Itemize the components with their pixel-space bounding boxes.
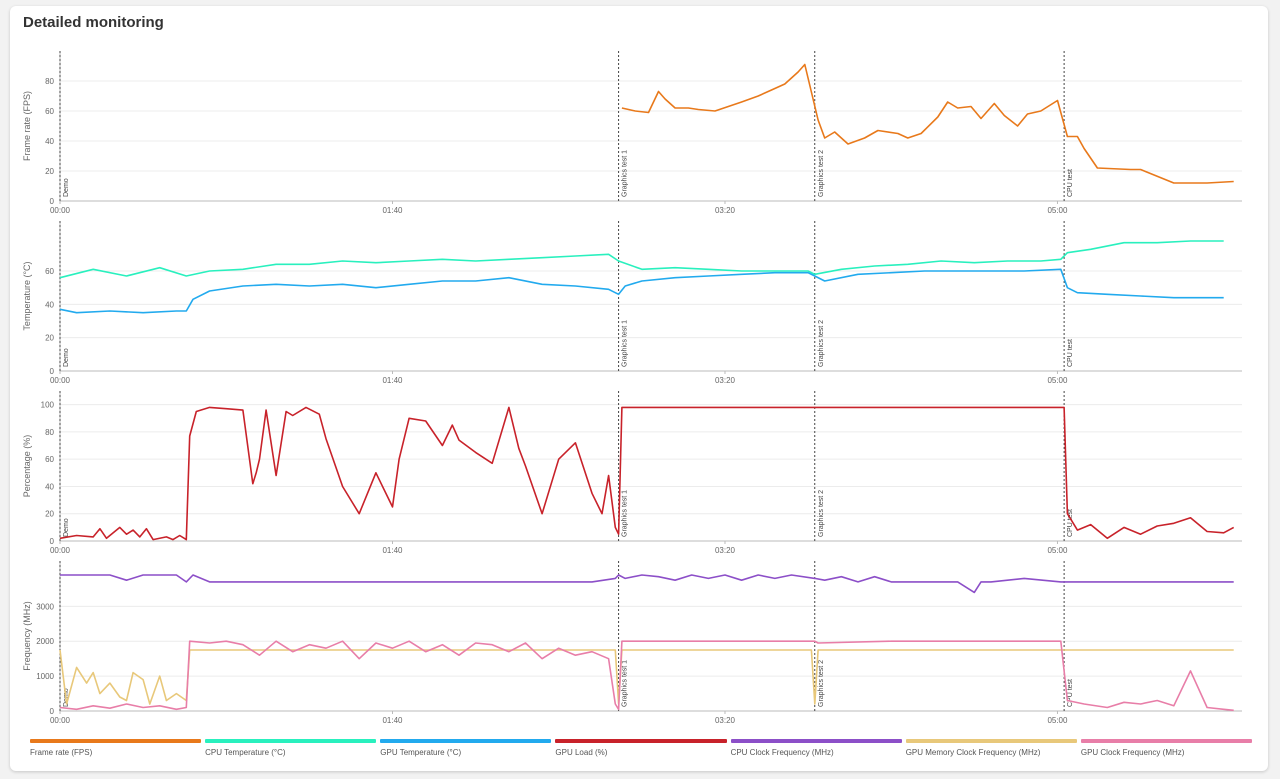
series-line-fps-0 [621,63,1234,184]
legend-item[interactable]: GPU Temperature (°C) [380,739,552,761]
legend-swatch [730,739,902,743]
legend-item[interactable]: GPU Load (%) [555,739,727,761]
legend-label: GPU Clock Frequency (MHz) [1080,748,1185,757]
y-tick-label: 40 [45,137,54,146]
x-tick-label: 00:00 [50,376,71,385]
legend-item[interactable]: GPU Clock Frequency (MHz) [1080,739,1252,761]
segment-label: Graphics test 2 [818,490,825,537]
monitoring-charts: 0 20 40 60 80 00:00 01:40 03:20 05:00 Frame rate … [22,51,1242,725]
y-axis-label: Frequency (MHz) [22,601,32,671]
y-tick-label: 80 [45,428,54,437]
x-tick-label: 03:20 [715,716,736,725]
legend-swatch [205,739,377,743]
y-tick-label: 0 [50,537,55,546]
legend-item[interactable]: CPU Clock Frequency (MHz) [730,739,902,761]
y-tick-label: 40 [45,300,54,309]
legend-label: GPU Load (%) [555,748,608,757]
legend: Frame rate (FPS) CPU Temperature (°C) GPU … [30,739,1252,761]
x-tick-label: 00:00 [50,206,71,215]
y-tick-label: 20 [45,510,54,519]
y-tick-label: 0 [50,197,55,206]
segment-label: Graphics test 2 [818,660,825,707]
x-tick-label: 05:00 [1047,546,1068,555]
y-tick-label: 2000 [36,637,54,646]
y-tick-label: 0 [50,367,55,376]
y-tick-label: 3000 [36,602,54,611]
legend-swatch [1080,739,1252,743]
legend-swatch [380,739,552,743]
segment-label: Graphics test 2 [818,320,825,367]
legend-label: CPU Clock Frequency (MHz) [730,748,834,757]
x-tick-label: 00:00 [50,546,71,555]
panel-temperature: 0 20 40 60 00:00 01:40 03:20 05:00 Temperature (… [22,221,1242,385]
y-tick-label: 1000 [36,672,54,681]
y-tick-label: 40 [45,482,54,491]
legend-item[interactable]: CPU Temperature (°C) [205,739,377,761]
x-tick-label: 00:00 [50,716,71,725]
y-tick-label: 20 [45,167,54,176]
segment-label: Demo [63,178,70,197]
segment-label: Demo [63,518,70,537]
y-tick-label: 80 [45,77,54,86]
x-tick-label: 05:00 [1047,716,1068,725]
x-tick-label: 05:00 [1047,206,1068,215]
y-tick-label: 20 [45,334,54,343]
series-line-frequency-1 [59,649,1234,705]
y-axis-label: Percentage (%) [22,435,32,498]
segment-label: Graphics test 1 [622,150,629,197]
legend-swatch [905,739,1077,743]
x-tick-label: 05:00 [1047,376,1068,385]
legend-label: CPU Temperature (°C) [205,748,286,757]
legend-label: GPU Memory Clock Frequency (MHz) [905,748,1041,757]
segment-label: CPU test [1067,169,1074,197]
segment-label: CPU test [1067,339,1074,367]
legend-swatch [30,739,202,743]
x-tick-label: 03:20 [715,546,736,555]
x-tick-label: 01:40 [382,716,403,725]
segment-label: CPU test [1067,509,1074,537]
legend-label: GPU Temperature (°C) [380,748,462,757]
series-line-percentage-0 [59,406,1235,541]
panel-percentage: 0 20 40 60 80 100 00:00 01:40 03:20 05:00 Percenta… [22,391,1242,555]
monitoring-card: Detailed monitoring 0 20 40 60 80 00:00 01:40 0… [10,6,1268,771]
page-title: Detailed monitoring [23,14,164,31]
x-tick-label: 01:40 [382,546,403,555]
y-axis-label: Temperature (°C) [22,261,32,330]
x-tick-label: 01:40 [382,376,403,385]
legend-item[interactable]: Frame rate (FPS) [30,739,202,761]
y-tick-label: 100 [41,401,55,410]
y-tick-label: 0 [50,707,55,716]
segment-label: Graphics test 1 [622,490,629,537]
legend-label: Frame rate (FPS) [30,748,93,757]
series-line-frequency-0 [60,574,1234,594]
y-tick-label: 60 [45,267,54,276]
legend-swatch [555,739,727,743]
series-line-frequency-2 [59,640,1234,712]
x-tick-label: 03:20 [715,206,736,215]
legend-item[interactable]: GPU Memory Clock Frequency (MHz) [905,739,1077,761]
y-axis-label: Frame rate (FPS) [22,91,32,161]
panel-fps: 0 20 40 60 80 00:00 01:40 03:20 05:00 Frame rate … [22,51,1242,215]
y-tick-label: 60 [45,455,54,464]
series-line-temperature-1 [59,268,1224,314]
segment-label: Graphics test 2 [818,150,825,197]
segment-label: Demo [63,348,70,367]
segment-label: CPU test [1067,679,1074,707]
series-line-temperature-0 [59,240,1224,279]
x-tick-label: 03:20 [715,376,736,385]
x-tick-label: 01:40 [382,206,403,215]
segment-label: Graphics test 1 [622,320,629,367]
panel-frequency: 0 1000 2000 3000 00:00 01:40 03:20 05:00 Frequen… [22,561,1242,725]
segment-label: Graphics test 1 [622,660,629,707]
y-tick-label: 60 [45,107,54,116]
